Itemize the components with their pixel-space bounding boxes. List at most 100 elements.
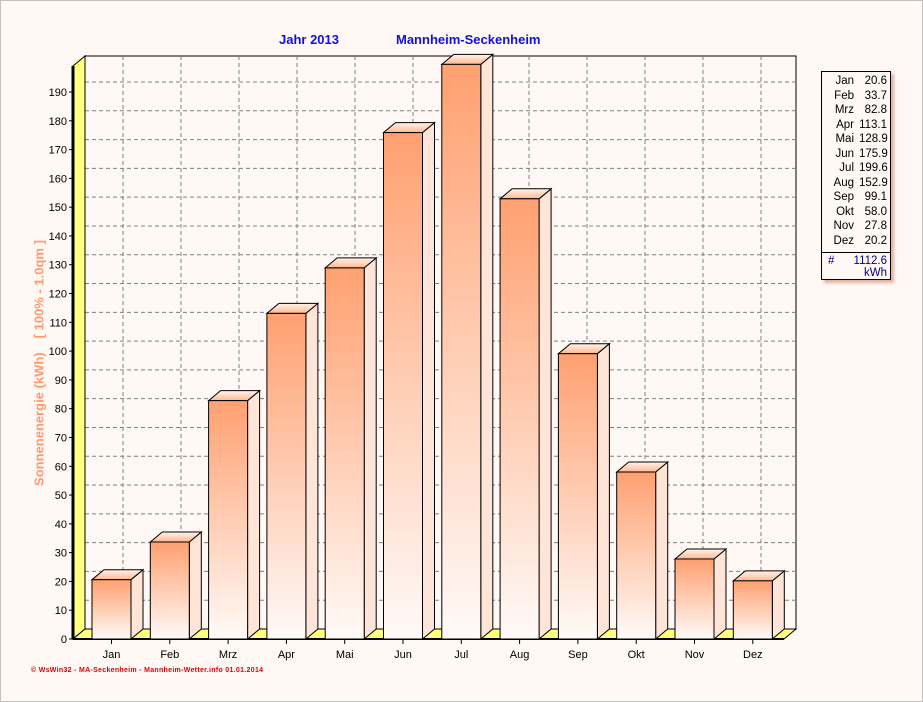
- y-tick-label: 100: [49, 346, 67, 358]
- chart-year: Jahr 2013: [279, 32, 339, 47]
- legend-month: Sep: [833, 191, 854, 203]
- bar-side: [130, 568, 144, 641]
- legend-month: Mrz: [834, 104, 854, 116]
- y-tick-label: 160: [49, 173, 67, 185]
- legend-month: Mai: [835, 133, 854, 145]
- legend-row: Dez 20.2: [822, 234, 890, 249]
- legend-row: Okt 58.0: [822, 205, 890, 220]
- legend-value: 175.9: [859, 147, 888, 160]
- bar-side: [538, 187, 552, 641]
- x-tick-label: Dez: [743, 649, 763, 661]
- x-tick-label: Sep: [568, 649, 588, 661]
- total-value: 1112.6: [853, 255, 887, 267]
- bar-side: [713, 547, 727, 641]
- y-tick-label: 0: [61, 634, 67, 646]
- legend-box: Jan 20.6 Feb 33.7 Mrz 82.8 Apr 113.1 Mai 128.9 Jun…: [821, 71, 891, 280]
- left-wall: [72, 54, 86, 641]
- x-tick-label: Nov: [685, 649, 705, 661]
- bar-dez: [732, 580, 773, 640]
- legend-row: Sep 99.1: [822, 190, 890, 205]
- legend-row: Feb 33.7: [822, 89, 890, 104]
- bar-side: [655, 460, 669, 641]
- y-tick-label: 50: [55, 490, 67, 502]
- legend-row: Aug 152.9: [822, 176, 890, 191]
- legend-month: Jul: [839, 162, 854, 174]
- x-tick-label: Apr: [278, 649, 295, 661]
- legend-value: 58.0: [864, 205, 887, 218]
- legend-row: Jun 175.9: [822, 147, 890, 162]
- total-unit: kWh: [864, 267, 887, 279]
- legend-total: #1112.6 kWh: [822, 252, 890, 279]
- legend-value: 113.1: [859, 118, 887, 131]
- legend-value: 128.9: [859, 133, 888, 145]
- bar-side: [188, 530, 202, 641]
- legend-month: Aug: [833, 176, 854, 189]
- bar-aug: [499, 198, 540, 640]
- bar-okt: [616, 471, 657, 640]
- legend-value: 199.6: [859, 162, 888, 174]
- bar-side: [480, 53, 494, 641]
- y-tick-label: 80: [55, 404, 67, 416]
- y-tick-label: 70: [55, 432, 67, 444]
- x-tick-label: Aug: [510, 649, 530, 661]
- legend-month: Apr: [836, 118, 854, 131]
- y-tick-label: 170: [49, 145, 67, 157]
- legend-value: 33.7: [864, 89, 887, 102]
- y-tick-label: 150: [49, 202, 67, 214]
- legend-row: Mai 128.9: [822, 132, 890, 147]
- bar-mrz: [208, 400, 249, 640]
- bar-sep: [557, 353, 598, 640]
- bar-side: [771, 569, 785, 641]
- legend-value: 152.9: [859, 176, 888, 189]
- bar-side: [363, 256, 377, 641]
- footer-credit: © WsWin32 - MA-Seckenheim - Mannheim-Wet…: [31, 667, 264, 674]
- legend-row: Nov 27.8: [822, 219, 890, 234]
- y-tick-label: 40: [55, 519, 67, 531]
- legend-month: Jun: [835, 147, 854, 160]
- legend-month: Jan: [835, 75, 854, 87]
- legend-value: 82.8: [864, 104, 887, 116]
- y-tick-label: 90: [55, 375, 67, 387]
- bar-feb: [149, 541, 190, 640]
- bar-apr: [266, 312, 307, 640]
- legend-month: Okt: [836, 205, 854, 218]
- bar-side: [422, 121, 435, 641]
- back-wall: [84, 55, 797, 630]
- bar-side: [305, 302, 319, 641]
- legend-month: Feb: [834, 89, 854, 102]
- legend-month: Nov: [833, 220, 854, 232]
- bar-side: [596, 342, 610, 641]
- y-tick-label: 190: [49, 87, 67, 99]
- y-tick-label: 120: [49, 289, 67, 301]
- bar-side: [247, 389, 261, 641]
- total-symbol: #: [828, 255, 835, 267]
- y-tick-label: 60: [55, 461, 67, 473]
- x-tick-label: Mrz: [219, 649, 237, 661]
- bar-mai: [324, 267, 365, 640]
- legend-value: 27.8: [864, 220, 887, 232]
- y-tick-label: 180: [49, 116, 67, 128]
- chart-location: Mannheim-Seckenheim: [396, 32, 541, 47]
- x-tick-label: Jul: [454, 649, 468, 661]
- y-tick-label: 140: [49, 231, 67, 243]
- x-tick-label: Okt: [628, 649, 645, 661]
- y-tick-label: 20: [55, 576, 67, 588]
- legend-row: Mrz 82.8: [822, 103, 890, 118]
- bar-nov: [674, 558, 715, 640]
- bar-jan: [91, 579, 132, 640]
- bar-jul: [441, 63, 482, 640]
- legend-value: 20.2: [864, 234, 887, 247]
- bar-jun: [383, 132, 423, 640]
- y-tick-label: 10: [55, 605, 67, 617]
- legend-value: 20.6: [864, 75, 887, 87]
- y-tick-label: 110: [49, 317, 67, 329]
- x-tick-label: Feb: [160, 649, 179, 661]
- y-tick-label: 130: [49, 260, 67, 272]
- x-tick-label: Mai: [336, 649, 354, 661]
- legend-row: Jul 199.6: [822, 161, 890, 176]
- legend-row: Apr 113.1: [822, 118, 890, 133]
- y-tick-label: 30: [55, 548, 67, 560]
- x-tick-label: Jan: [103, 649, 121, 661]
